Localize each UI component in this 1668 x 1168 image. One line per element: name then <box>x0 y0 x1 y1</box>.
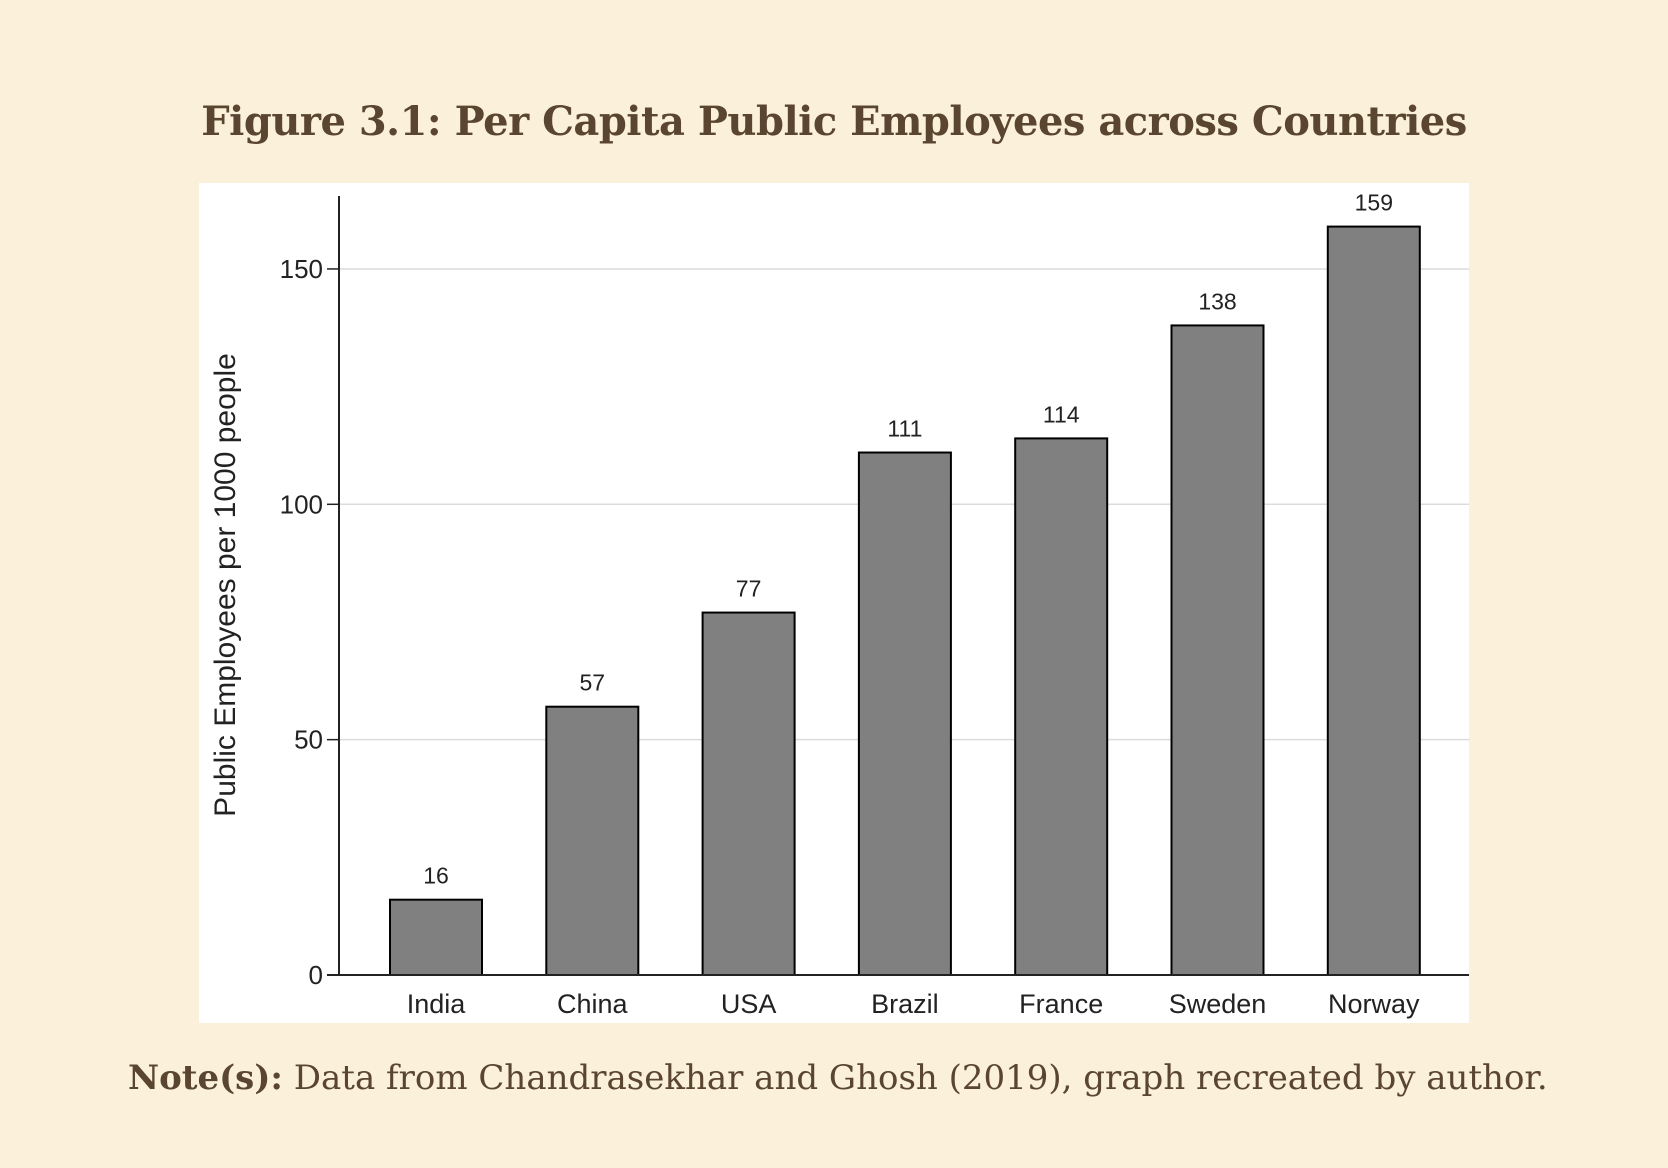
data-label: 159 <box>1355 190 1393 216</box>
y-tick-label: 50 <box>294 725 323 755</box>
data-label: 114 <box>1043 401 1080 427</box>
figure-title: Figure 3.1: Per Capita Public Employees … <box>201 98 1467 145</box>
x-tick-label: China <box>557 989 629 1019</box>
data-label: 77 <box>736 576 762 602</box>
axes <box>327 196 1469 976</box>
chart-panel: 0 50 100 150 16 India 57 China 77 USA 111 Brazil 114… <box>199 183 1469 1023</box>
y-tick-label: 100 <box>280 489 323 519</box>
x-tick-label: India <box>407 989 467 1019</box>
data-label: 138 <box>1198 288 1236 314</box>
bar <box>1170 324 1265 976</box>
bar <box>1014 437 1109 977</box>
bar <box>389 898 483 976</box>
data-label: 111 <box>887 416 922 442</box>
bar-chart: 0 50 100 150 16 India 57 China 77 USA 111 Brazil 114… <box>209 190 1469 1019</box>
y-tick-label: 150 <box>280 254 323 284</box>
data-label: 57 <box>580 670 606 696</box>
bar <box>1326 225 1421 977</box>
x-tick-label: Norway <box>1328 989 1420 1019</box>
x-tick-label: Sweden <box>1169 989 1267 1019</box>
bar <box>545 705 640 976</box>
bar <box>857 451 952 976</box>
bar <box>701 611 796 976</box>
bars <box>389 225 1421 977</box>
figure-note: Note(s): Data from Chandrasekhar and Gho… <box>128 1050 1548 1107</box>
x-tick-label: USA <box>721 989 777 1019</box>
note-label: Note(s): <box>128 1058 283 1098</box>
data-label: 16 <box>423 863 449 889</box>
labels: 0 50 100 150 16 India 57 China 77 USA 111 Brazil 114… <box>209 190 1420 1019</box>
x-tick-label: France <box>1019 989 1103 1019</box>
y-axis-label: Public Employees per 1000 people <box>209 353 242 817</box>
x-tick-label: Brazil <box>871 989 939 1019</box>
y-tick-label: 0 <box>309 960 323 990</box>
note-text: Data from Chandrasekhar and Ghosh (2019)… <box>282 1058 1548 1098</box>
